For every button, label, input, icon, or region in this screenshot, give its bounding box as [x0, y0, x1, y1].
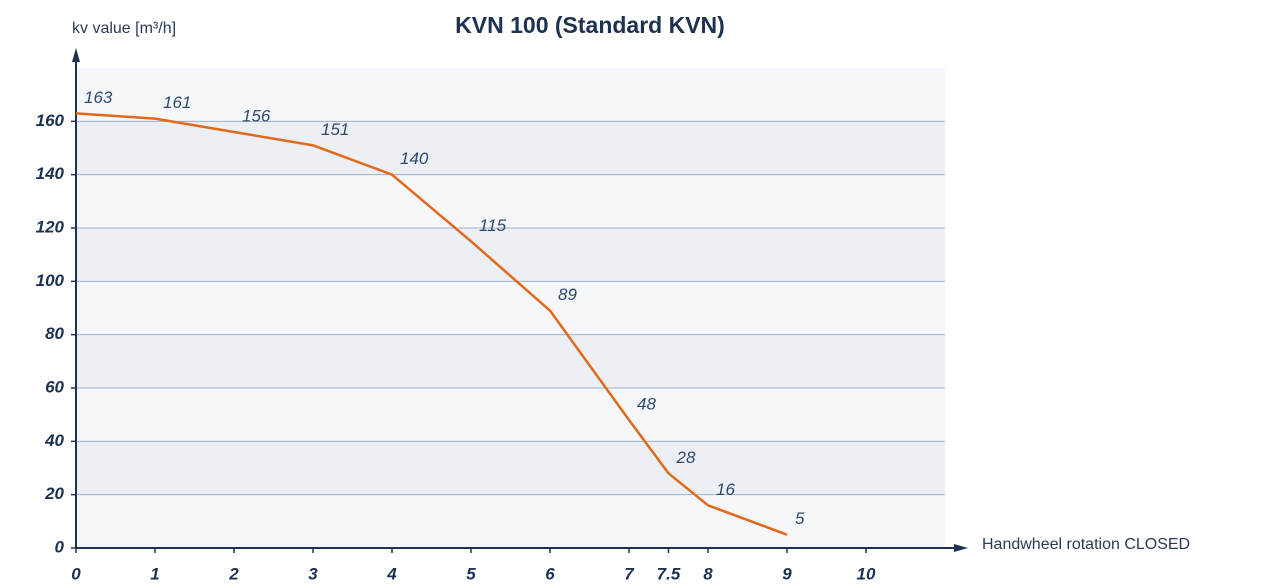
- x-tick-label: 1: [150, 564, 159, 583]
- x-axis-arrow: [954, 544, 968, 552]
- y-axis-arrow: [72, 48, 80, 62]
- x-tick-label: 4: [386, 564, 397, 583]
- data-label: 163: [84, 88, 113, 107]
- data-label: 156: [242, 106, 271, 125]
- band: [76, 441, 945, 495]
- band: [76, 228, 945, 282]
- x-tick-label: 10: [857, 564, 876, 583]
- y-tick-label: 80: [45, 324, 64, 343]
- x-tick-label: 2: [228, 564, 239, 583]
- data-line: [75, 112, 788, 536]
- band: [76, 121, 945, 175]
- y-tick-label: 60: [45, 377, 64, 396]
- x-tick-label: 5: [466, 564, 476, 583]
- band: [76, 281, 945, 335]
- y-tick-label: 100: [36, 271, 65, 290]
- data-label: 89: [558, 285, 577, 304]
- data-label: 28: [676, 448, 696, 467]
- chart-title: KVN 100 (Standard KVN): [455, 12, 725, 38]
- x-tick-label: 6: [545, 564, 555, 583]
- band: [76, 334, 945, 388]
- data-label: 5: [795, 509, 805, 528]
- y-tick-label: 160: [36, 111, 65, 130]
- data-label: 140: [400, 149, 429, 168]
- x-tick-label: 7.5: [657, 564, 681, 583]
- y-tick-label: 0: [55, 537, 65, 556]
- y-tick-label: 140: [36, 164, 65, 183]
- x-tick-label: 8: [703, 564, 713, 583]
- x-tick-label: 3: [308, 564, 318, 583]
- band: [76, 174, 945, 228]
- x-tick-label: 7: [624, 564, 635, 583]
- data-label: 48: [637, 394, 656, 413]
- x-tick-label: 9: [782, 564, 792, 583]
- y-tick-label: 20: [44, 484, 64, 503]
- y-axis-label: kv value [m³/h]: [72, 20, 176, 37]
- data-label: 115: [479, 216, 507, 235]
- data-label: 16: [716, 480, 735, 499]
- y-tick-label: 120: [36, 217, 65, 236]
- data-label: 161: [163, 93, 191, 112]
- y-tick-label: 40: [44, 431, 64, 450]
- band: [76, 68, 945, 122]
- data-label: 151: [321, 120, 349, 139]
- x-tick-label: 0: [71, 564, 81, 583]
- x-axis-label: Handwheel rotation CLOSED: [982, 536, 1190, 553]
- band: [76, 388, 945, 442]
- plot-background: [76, 68, 945, 548]
- band: [76, 494, 945, 548]
